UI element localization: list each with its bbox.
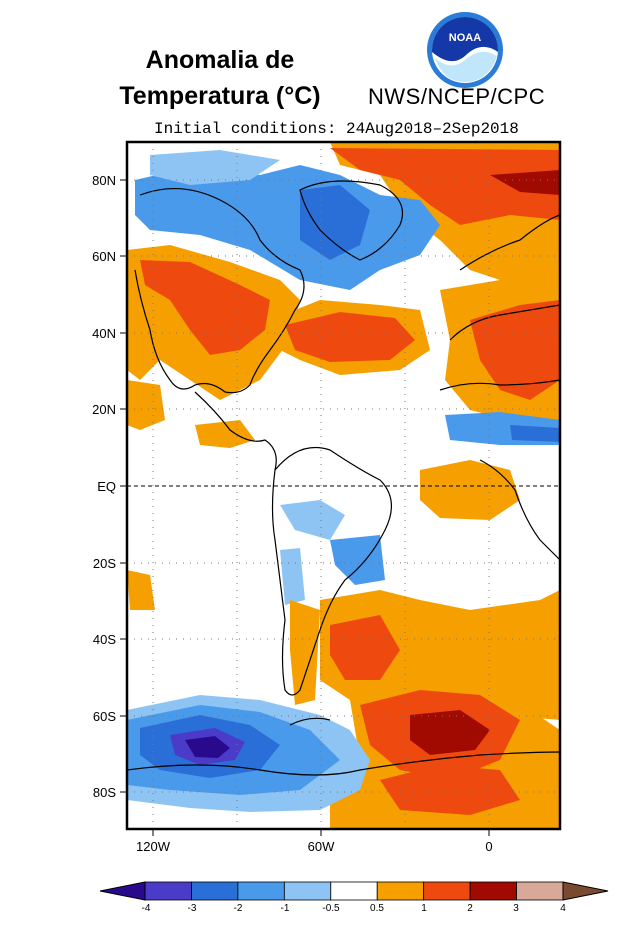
- warm-anomaly-equatorial-atlantic: [420, 460, 520, 520]
- colorbar-tick-9: 3: [513, 903, 519, 914]
- lat-label-60s: 60S: [92, 709, 116, 724]
- strong-warm-anomaly-atlantic: [285, 312, 415, 362]
- lon-label-60w: 60W: [307, 839, 335, 854]
- lat-label-eq: EQ: [97, 479, 116, 494]
- initial-conditions: Initial conditions: 24Aug2018–2Sep2018: [154, 120, 519, 138]
- colorbar-swatch: [330, 881, 378, 901]
- logo-text: NOAA: [449, 32, 481, 44]
- colorbar-swatch: [516, 881, 564, 901]
- lon-label-0: 0: [485, 839, 493, 854]
- warm-anomaly-south-pacific: [127, 570, 155, 610]
- colorbar-swatch: [283, 881, 332, 901]
- cold-anomaly-south-america-1: [280, 500, 345, 540]
- colorbar-tick-7: 1: [421, 903, 427, 914]
- lat-label-60n: 60N: [92, 249, 116, 264]
- lat-label-20s: 20S: [92, 556, 116, 571]
- anomaly-fields: [127, 142, 560, 829]
- strong-warm-anomaly-europe: [470, 300, 560, 400]
- graticule: [127, 142, 560, 829]
- colorbar-swatches: [144, 881, 564, 901]
- noaa-logo: NOAA: [427, 12, 503, 88]
- colorbar-low-arrow: [99, 881, 146, 901]
- colorbar-swatch: [423, 881, 471, 901]
- lat-label-80n: 80N: [92, 173, 116, 188]
- lon-label-120w: 120W: [136, 839, 170, 854]
- colorbar-high-arrow: [562, 881, 609, 901]
- colorbar-tick-4: -1: [280, 903, 290, 914]
- colorbar-swatch: [376, 881, 425, 901]
- lat-label-40n: 40N: [92, 326, 116, 341]
- cold-anomaly-arctic-light: [150, 150, 280, 185]
- strong-warm-anomaly-south-atlantic: [330, 615, 400, 680]
- lat-label-20n: 20N: [92, 402, 116, 417]
- colorbar-tick-8: 2: [467, 903, 473, 914]
- title-line-1: Anomalia de: [145, 46, 295, 74]
- colorbar-tick-6: 0.5: [370, 903, 384, 914]
- colorbar-swatch: [191, 881, 239, 901]
- colorbar-swatch: [469, 881, 517, 901]
- cold-anomaly-antarctica-extreme: [185, 736, 230, 758]
- title-line-2: Temperatura (°C): [119, 82, 321, 110]
- warm-anomaly-central-america: [195, 420, 255, 448]
- strong-warm-anomaly-antarctica: [380, 765, 520, 815]
- colorbar-tick-10: 4: [560, 903, 566, 914]
- coastlines: [127, 180, 560, 776]
- cold-anomaly-south-america-3: [280, 548, 305, 605]
- colorbar-tick-1: -4: [141, 903, 151, 914]
- very-strong-warm-southern-ocean: [410, 710, 490, 755]
- colorbar-tick-2: -3: [187, 903, 197, 914]
- colorbar-tick-5: -0.5: [322, 903, 340, 914]
- axis-ticks: [120, 179, 490, 836]
- colorbar-swatch: [144, 881, 192, 901]
- lat-label-80s: 80S: [92, 785, 116, 800]
- warm-anomaly-east-pacific: [127, 380, 165, 430]
- colorbar-tick-3: -2: [233, 903, 243, 914]
- cold-anomaly-tropical-atlantic-strong: [510, 425, 560, 442]
- very-strong-warm-arctic: [490, 170, 560, 195]
- colorbar-swatch: [237, 881, 285, 901]
- map-title: Anomalia de Temperatura (°C): [100, 42, 340, 114]
- agency-label: NWS/NCEP/CPC: [368, 84, 546, 109]
- lat-label-40s: 40S: [92, 632, 116, 647]
- cold-anomaly-greenland: [300, 185, 370, 260]
- cold-anomaly-south-america-2: [330, 535, 385, 585]
- warm-anomaly-patagonia: [290, 600, 320, 705]
- strong-warm-anomaly-arctic: [330, 148, 560, 225]
